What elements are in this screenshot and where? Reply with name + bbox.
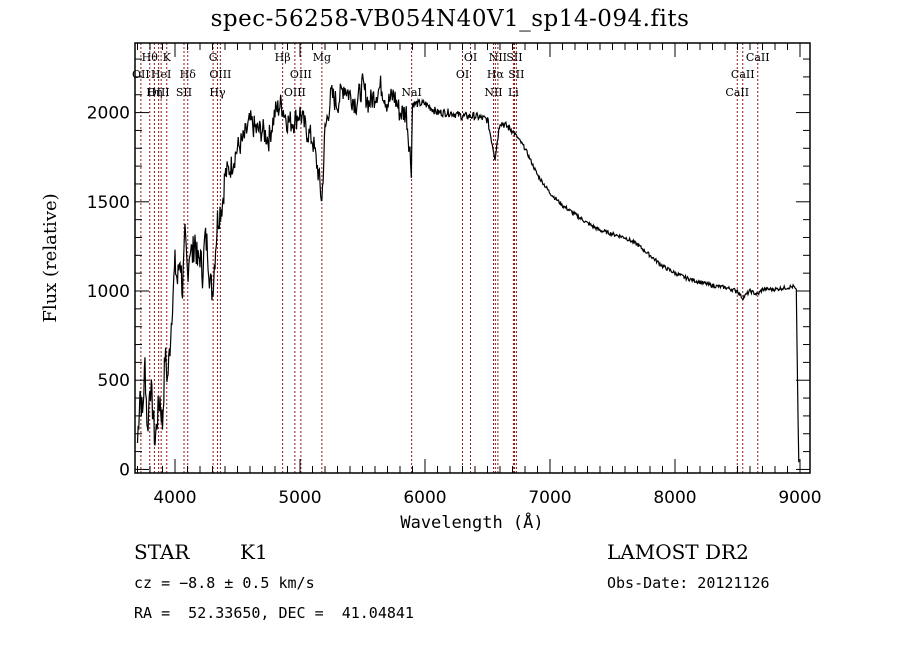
y-tick-label: 1000 [87, 282, 130, 302]
marker-label: HeI [151, 68, 171, 81]
marker-label: Mg [313, 51, 331, 64]
y-tick-label: 0 [119, 460, 130, 480]
marker-label: Hγ [209, 86, 226, 99]
marker-label: SII [176, 86, 192, 99]
marker-label: Li [508, 86, 519, 99]
marker-label: OIII [148, 86, 170, 99]
marker-label: OII [132, 68, 150, 81]
marker-label: OI [464, 51, 477, 64]
marker-label: Hη [146, 86, 162, 99]
marker-label: OIII [290, 68, 312, 81]
marker-label: Hβ [275, 51, 291, 64]
object-class: STAR [134, 540, 190, 564]
plot-frame [134, 42, 811, 474]
y-axis-label: Flux (relative) [40, 193, 61, 322]
spectrum-line [136, 73, 800, 463]
y-tick-label: 1500 [87, 193, 130, 213]
x-tick-label: 8000 [653, 488, 696, 508]
coordinates-readout: RA = 52.33650, DEC = 41.04841 [134, 604, 414, 622]
marker-label: Hδ [180, 68, 197, 81]
x-tick-label: 5000 [278, 488, 321, 508]
x-tick-label: 6000 [403, 488, 446, 508]
marker-label: CaII [725, 86, 749, 99]
y-ticks: 0 500 1000 1500 2000 [87, 58, 810, 480]
y-tick-label: 500 [98, 371, 130, 391]
x-axis-label: Wavelength (Å) [400, 511, 543, 533]
x-tick-label: 4000 [153, 488, 196, 508]
marker-label: OI [456, 68, 469, 81]
marker-label: NII [484, 86, 502, 99]
marker-label: Hθ [142, 51, 159, 64]
marker-label: Hα [487, 68, 505, 81]
y-tick-label: 2000 [87, 104, 130, 124]
object-subclass: K1 [240, 540, 268, 564]
marker-label: OIII [284, 86, 306, 99]
marker-label: NaI [401, 86, 422, 99]
marker-label: G [209, 51, 218, 64]
marker-label: CaII [731, 68, 755, 81]
redshift-readout: cz = −8.8 ± 0.5 km/s [134, 574, 315, 592]
marker-label: OIII [209, 68, 231, 81]
x-tick-label: 9000 [778, 488, 821, 508]
marker-label: CaII [746, 51, 770, 64]
x-ticks: 4000 5000 6000 7000 8000 9000 [137, 43, 822, 508]
marker-label: SII [508, 68, 524, 81]
survey-name: LAMOST DR2 [607, 540, 749, 564]
marker-label: SII [506, 51, 522, 64]
observation-date: Obs-Date: 20121126 [607, 574, 770, 592]
marker-label: NII [489, 51, 507, 64]
chart-title: spec-56258-VB054N40V1_sp14-094.fits [210, 6, 690, 32]
line-markers [140, 43, 759, 473]
x-tick-label: 7000 [528, 488, 571, 508]
marker-label: K [163, 51, 172, 64]
